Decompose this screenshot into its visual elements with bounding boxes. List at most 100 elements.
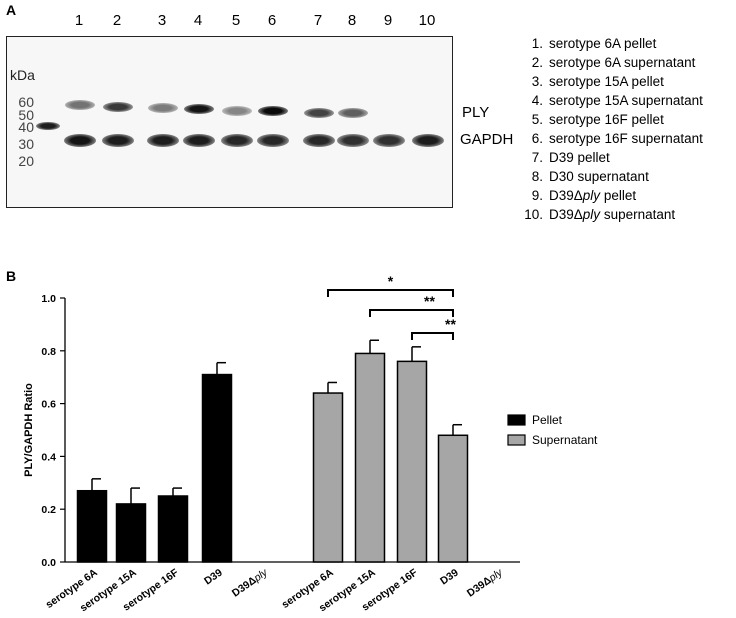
- mw-label-20: 20: [18, 153, 34, 169]
- lane-legend-number: 6.: [531, 131, 543, 146]
- lane-number-10: 10: [418, 12, 436, 29]
- bar-pellet-0: [76, 489, 108, 563]
- lane-legend-gene: ply: [582, 188, 601, 203]
- significance-bracket: [411, 332, 454, 340]
- lane-legend-number: 2.: [531, 55, 543, 70]
- ply-band-lane-1: [65, 100, 95, 110]
- lane-legend-item: 10. D39Δply supernatant: [515, 207, 703, 226]
- y-tick-label: 0.4: [41, 451, 56, 463]
- lane-legend-suffix: supernatant: [600, 207, 676, 222]
- significance-label: **: [424, 293, 435, 309]
- legend-swatch-supernatant: [507, 434, 526, 446]
- lane-legend-text: D39Δ: [549, 188, 583, 203]
- lane-legend-number: 8.: [531, 169, 543, 184]
- lane-legend-text: D39Δ: [549, 207, 583, 222]
- lane-legend-number: 5.: [531, 112, 543, 127]
- lane-number-8: 8: [347, 12, 357, 29]
- lane-legend-item: 8. D30 supernatant: [515, 169, 703, 188]
- x-tick-label: D39: [202, 567, 225, 588]
- bar-supernatant-3: [437, 434, 469, 563]
- mw-label-40: 40: [18, 119, 34, 135]
- lane-number-1: 1: [74, 12, 84, 29]
- lane-number-5: 5: [231, 12, 241, 29]
- gapdh-band-lane-8: [337, 133, 369, 147]
- lane-number-3: 3: [157, 12, 167, 29]
- lane-legend-gene: ply: [582, 207, 601, 222]
- lane-legend-number: 4.: [531, 93, 543, 108]
- gapdh-band-lane-1: [64, 133, 96, 147]
- lane-legend-number: 1.: [531, 36, 543, 51]
- lane-legend-text: serotype 6A supernatant: [549, 55, 696, 70]
- gapdh-band-lane-9: [373, 133, 405, 147]
- kda-label: kDa: [10, 67, 35, 83]
- lane-legend-text: serotype 15A supernatant: [549, 93, 703, 108]
- ply-band-lane-8: [338, 108, 368, 118]
- lane-legend-suffix: pellet: [600, 188, 637, 203]
- gapdh-band-lane-3: [147, 133, 179, 147]
- lane-legend-text: D30 supernatant: [549, 169, 649, 184]
- y-tick-label: 0.8: [41, 346, 56, 358]
- ply-band-lane-6: [258, 106, 288, 116]
- x-tick-label: D39Δply: [230, 566, 270, 599]
- lane-legend-text: serotype 16F supernatant: [549, 131, 703, 146]
- gapdh-band-lane-7: [303, 133, 335, 147]
- bar-pellet-3: [201, 373, 233, 563]
- mw-label-50: 50: [18, 107, 34, 123]
- significance-bracket: [327, 289, 454, 297]
- ladder-band: [36, 122, 60, 130]
- x-tick-label: D39: [438, 567, 461, 588]
- panel-b-label: B: [6, 268, 17, 284]
- ply-band-lane-3: [148, 103, 178, 113]
- lane-number-6: 6: [267, 12, 277, 29]
- lane-legend-text: serotype 6A pellet: [549, 36, 657, 51]
- x-tick-label: D39Δply: [465, 566, 505, 599]
- lane-legend-number: 7.: [531, 150, 543, 165]
- significance-label: *: [388, 273, 394, 289]
- panel-a-label: A: [6, 2, 17, 18]
- legend-label-supernatant: Supernatant: [532, 433, 598, 447]
- lane-legend-item: 5. serotype 16F pellet: [515, 112, 703, 131]
- bar-supernatant-0: [312, 392, 344, 563]
- western-blot: [6, 36, 453, 208]
- y-tick-label: 0.0: [41, 557, 56, 569]
- lane-legend-item: 7. D39 pellet: [515, 150, 703, 169]
- lane-number-2: 2: [112, 12, 122, 29]
- lane-number-4: 4: [193, 12, 203, 29]
- ply-band-label: PLY: [462, 104, 490, 121]
- gapdh-band-lane-6: [257, 133, 289, 147]
- lane-legend-text: serotype 16F pellet: [549, 112, 664, 127]
- bar-supernatant-1: [354, 352, 386, 563]
- ply-band-lane-5: [222, 106, 252, 116]
- lane-legend-item: 2. serotype 6A supernatant: [515, 55, 703, 74]
- gapdh-band-label: GAPDH: [460, 131, 514, 148]
- gapdh-band-lane-10: [412, 133, 444, 147]
- lane-legend-number: 9.: [531, 188, 543, 203]
- lane-legend-number: 3.: [531, 74, 543, 89]
- lane-legend-text: serotype 15A pellet: [549, 74, 664, 89]
- lane-legend-number: 10.: [524, 207, 543, 222]
- y-tick-label: 1.0: [41, 293, 56, 305]
- ply-band-lane-2: [103, 102, 133, 112]
- bar-pellet-1: [115, 503, 147, 563]
- lane-legend-item: 4. serotype 15A supernatant: [515, 93, 703, 112]
- mw-label-30: 30: [18, 136, 34, 152]
- gapdh-band-lane-5: [221, 133, 253, 147]
- lane-legend-item: 9. D39Δply pellet: [515, 188, 703, 207]
- legend-swatch-pellet: [507, 414, 526, 426]
- bar-pellet-2: [157, 495, 189, 563]
- lane-legend: 1. serotype 6A pellet 2. serotype 6A supern…: [515, 36, 703, 226]
- mw-label-60: 60: [18, 94, 34, 110]
- y-axis-label: PLY/GAPDH Ratio: [23, 383, 35, 477]
- ply-band-lane-4: [184, 104, 214, 114]
- lane-number-7: 7: [313, 12, 323, 29]
- lane-number-9: 9: [383, 12, 393, 29]
- gapdh-band-lane-2: [102, 133, 134, 147]
- lane-legend-text: D39 pellet: [549, 150, 610, 165]
- ply-band-lane-7: [304, 108, 334, 118]
- significance-label: **: [445, 316, 456, 332]
- gapdh-band-lane-4: [183, 133, 215, 147]
- significance-bracket: [369, 309, 454, 317]
- legend-label-pellet: Pellet: [532, 413, 563, 427]
- lane-legend-item: 1. serotype 6A pellet: [515, 36, 703, 55]
